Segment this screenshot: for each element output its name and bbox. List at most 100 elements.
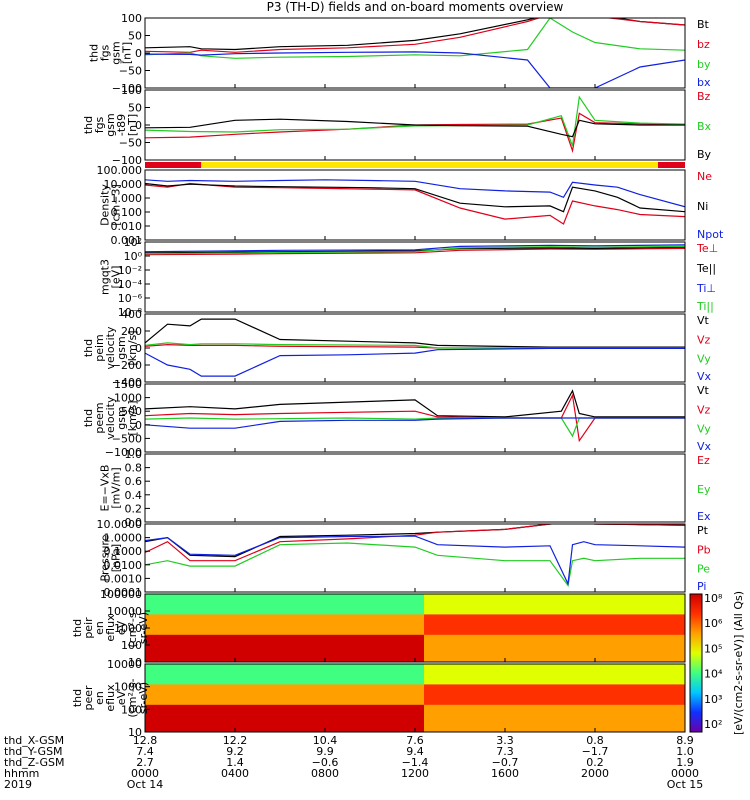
spectrogram-cell (532, 684, 542, 692)
spectrogram-cell (298, 704, 308, 713)
series-line-Vt (145, 389, 685, 418)
spectrogram-cell (433, 607, 443, 615)
y-axis-label-line: fgs (99, 44, 112, 61)
spectrogram-cell (262, 664, 272, 672)
spectrogram-cell (478, 634, 488, 643)
spectrogram-cell (181, 718, 191, 726)
spectrogram-cell (262, 655, 272, 662)
spectrogram-cell (406, 711, 416, 719)
spectrogram-cell (352, 648, 362, 656)
spectrogram-cell (352, 725, 362, 732)
spectrogram-cell (487, 711, 497, 719)
spectrogram-cell (541, 698, 551, 706)
spectrogram-cell (163, 691, 173, 699)
spectrogram-cell (352, 628, 362, 636)
spectrogram-cell (523, 655, 533, 662)
spectrogram-cell (298, 648, 308, 656)
spectrogram-cell (406, 704, 416, 713)
spectrogram-cell (478, 614, 488, 622)
spectrogram-cell (514, 607, 524, 615)
legend-entry: Ni (697, 200, 708, 213)
spectrogram-cell (586, 614, 596, 622)
spectrogram-cell (451, 614, 461, 622)
spectrogram-cell (298, 698, 308, 706)
spectrogram-cell (334, 628, 344, 636)
spectrogram-cell (658, 621, 668, 629)
spectrogram-cell (415, 628, 425, 636)
spectrogram-cell (415, 621, 425, 629)
spectrogram-cell (379, 684, 389, 692)
spectrogram-cell (325, 621, 335, 629)
spectrogram-cell (523, 648, 533, 656)
spectrogram-cell (316, 677, 326, 685)
spectrogram-cell (316, 684, 326, 692)
spectrogram-cell (190, 684, 200, 692)
spectrogram-cell (577, 664, 587, 672)
spectrogram-cell (667, 698, 677, 706)
spectrogram-cell (415, 664, 425, 672)
spectrogram-cell (208, 698, 218, 706)
spectrogram-cell (451, 711, 461, 719)
spectrogram-cell (190, 725, 200, 732)
spectrogram-cell (487, 634, 497, 643)
spectrogram-cell (298, 684, 308, 692)
spectrogram-cell (199, 641, 209, 649)
spectrogram-cell (451, 648, 461, 656)
spectrogram-cell (451, 621, 461, 629)
spectrogram-cell (433, 698, 443, 706)
series-line-Vx (145, 417, 685, 429)
spectrogram-cell (658, 664, 668, 672)
spectrogram-cell (496, 648, 506, 656)
spectrogram-cell (550, 704, 560, 713)
spectrogram-cell (586, 711, 596, 719)
spectrogram-cell (622, 614, 632, 622)
spectrogram-cell (640, 648, 650, 656)
spectrogram-cell (550, 711, 560, 719)
spectrogram-cell (568, 677, 578, 685)
spectrogram-cell (595, 594, 605, 602)
y-tick-label: −400 (112, 376, 142, 389)
legend-entry: Vx (697, 440, 712, 453)
spectrogram-cell (280, 698, 290, 706)
spectrogram-cell (415, 600, 425, 609)
y-tick-label: 1000 (114, 622, 142, 635)
spectrogram-cell (442, 711, 452, 719)
y-gsm-value: 9.9 (316, 745, 334, 758)
spectrogram-cell (478, 664, 488, 672)
spectrogram-cell (163, 725, 173, 732)
spectrogram-cell (379, 621, 389, 629)
spectrogram-cell (469, 641, 479, 649)
y-axis-label-line: thd (82, 116, 95, 134)
spectrogram-cell (253, 704, 263, 713)
spectrogram-cell (478, 621, 488, 629)
spectrogram-cell (217, 607, 227, 615)
spectrogram-cell (190, 711, 200, 719)
spectrogram-cell (433, 670, 443, 679)
spectrogram-cell (451, 628, 461, 636)
spectrogram-cell (460, 664, 470, 672)
spectrogram-cell (586, 628, 596, 636)
spectrogram-cell (595, 704, 605, 713)
spectrogram-cell (676, 670, 685, 679)
spectrogram-cell (586, 594, 596, 602)
spectrogram-cell (397, 725, 407, 732)
legend-entry: Pe (697, 563, 710, 576)
y-tick-label: −50 (119, 65, 142, 78)
spectrogram-cell (397, 648, 407, 656)
spectrogram-cell (451, 684, 461, 692)
spectrogram-cell (586, 670, 596, 679)
spectrogram-cell (325, 677, 335, 685)
spectrogram-cell (334, 698, 344, 706)
spectrogram-cell (334, 664, 344, 672)
spectrogram-cell (676, 698, 685, 706)
spectrogram-cell (541, 641, 551, 649)
spectrogram-cell (577, 718, 587, 726)
y-axis-label-line: peir (82, 617, 95, 639)
spectrogram-cell (613, 677, 623, 685)
spectrogram-cell (154, 670, 164, 679)
spectrogram-cell (163, 607, 173, 615)
spectrogram-cell (361, 614, 371, 622)
y-tick-label: 0 (135, 47, 142, 60)
spectrogram-cell (649, 670, 659, 679)
spectrogram-cell (460, 670, 470, 679)
